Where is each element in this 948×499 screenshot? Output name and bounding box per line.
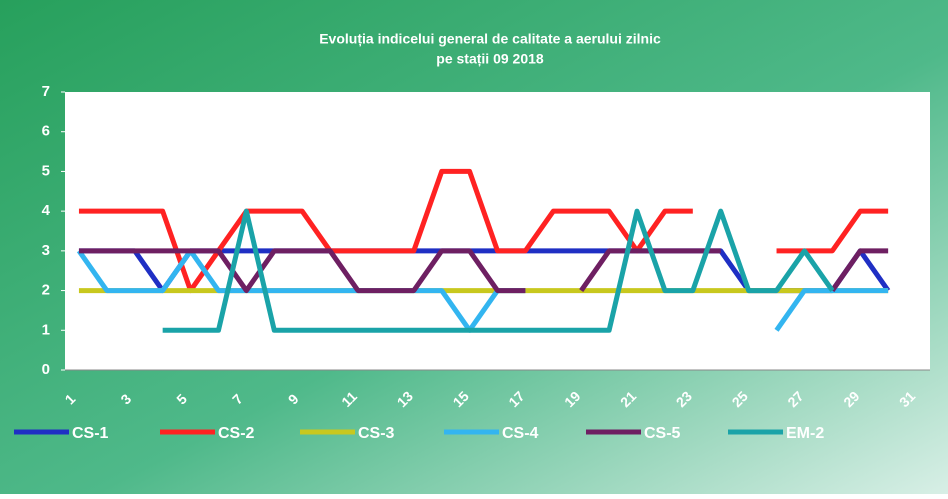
y-tick-label: 3 bbox=[42, 242, 50, 259]
y-tick-label: 0 bbox=[42, 361, 50, 378]
y-tick-label: 5 bbox=[42, 162, 50, 179]
legend-label: CS-3 bbox=[358, 425, 395, 442]
chart-title: Evoluția indicelui general de calitate a… bbox=[319, 31, 661, 47]
chart-subtitle: pe stații 09 2018 bbox=[436, 51, 544, 67]
legend-label: CS-4 bbox=[502, 425, 539, 442]
legend-label: CS-2 bbox=[218, 425, 255, 442]
y-tick-label: 4 bbox=[42, 202, 51, 219]
y-tick-label: 7 bbox=[42, 83, 50, 100]
y-tick-label: 6 bbox=[42, 123, 50, 140]
plot-area bbox=[65, 92, 930, 370]
legend-label: EM-2 bbox=[786, 425, 824, 442]
y-tick-label: 2 bbox=[42, 282, 50, 299]
legend-label: CS-1 bbox=[72, 425, 109, 442]
legend-label: CS-5 bbox=[644, 425, 681, 442]
series-line bbox=[162, 208, 835, 333]
y-tick-label: 1 bbox=[42, 321, 50, 338]
